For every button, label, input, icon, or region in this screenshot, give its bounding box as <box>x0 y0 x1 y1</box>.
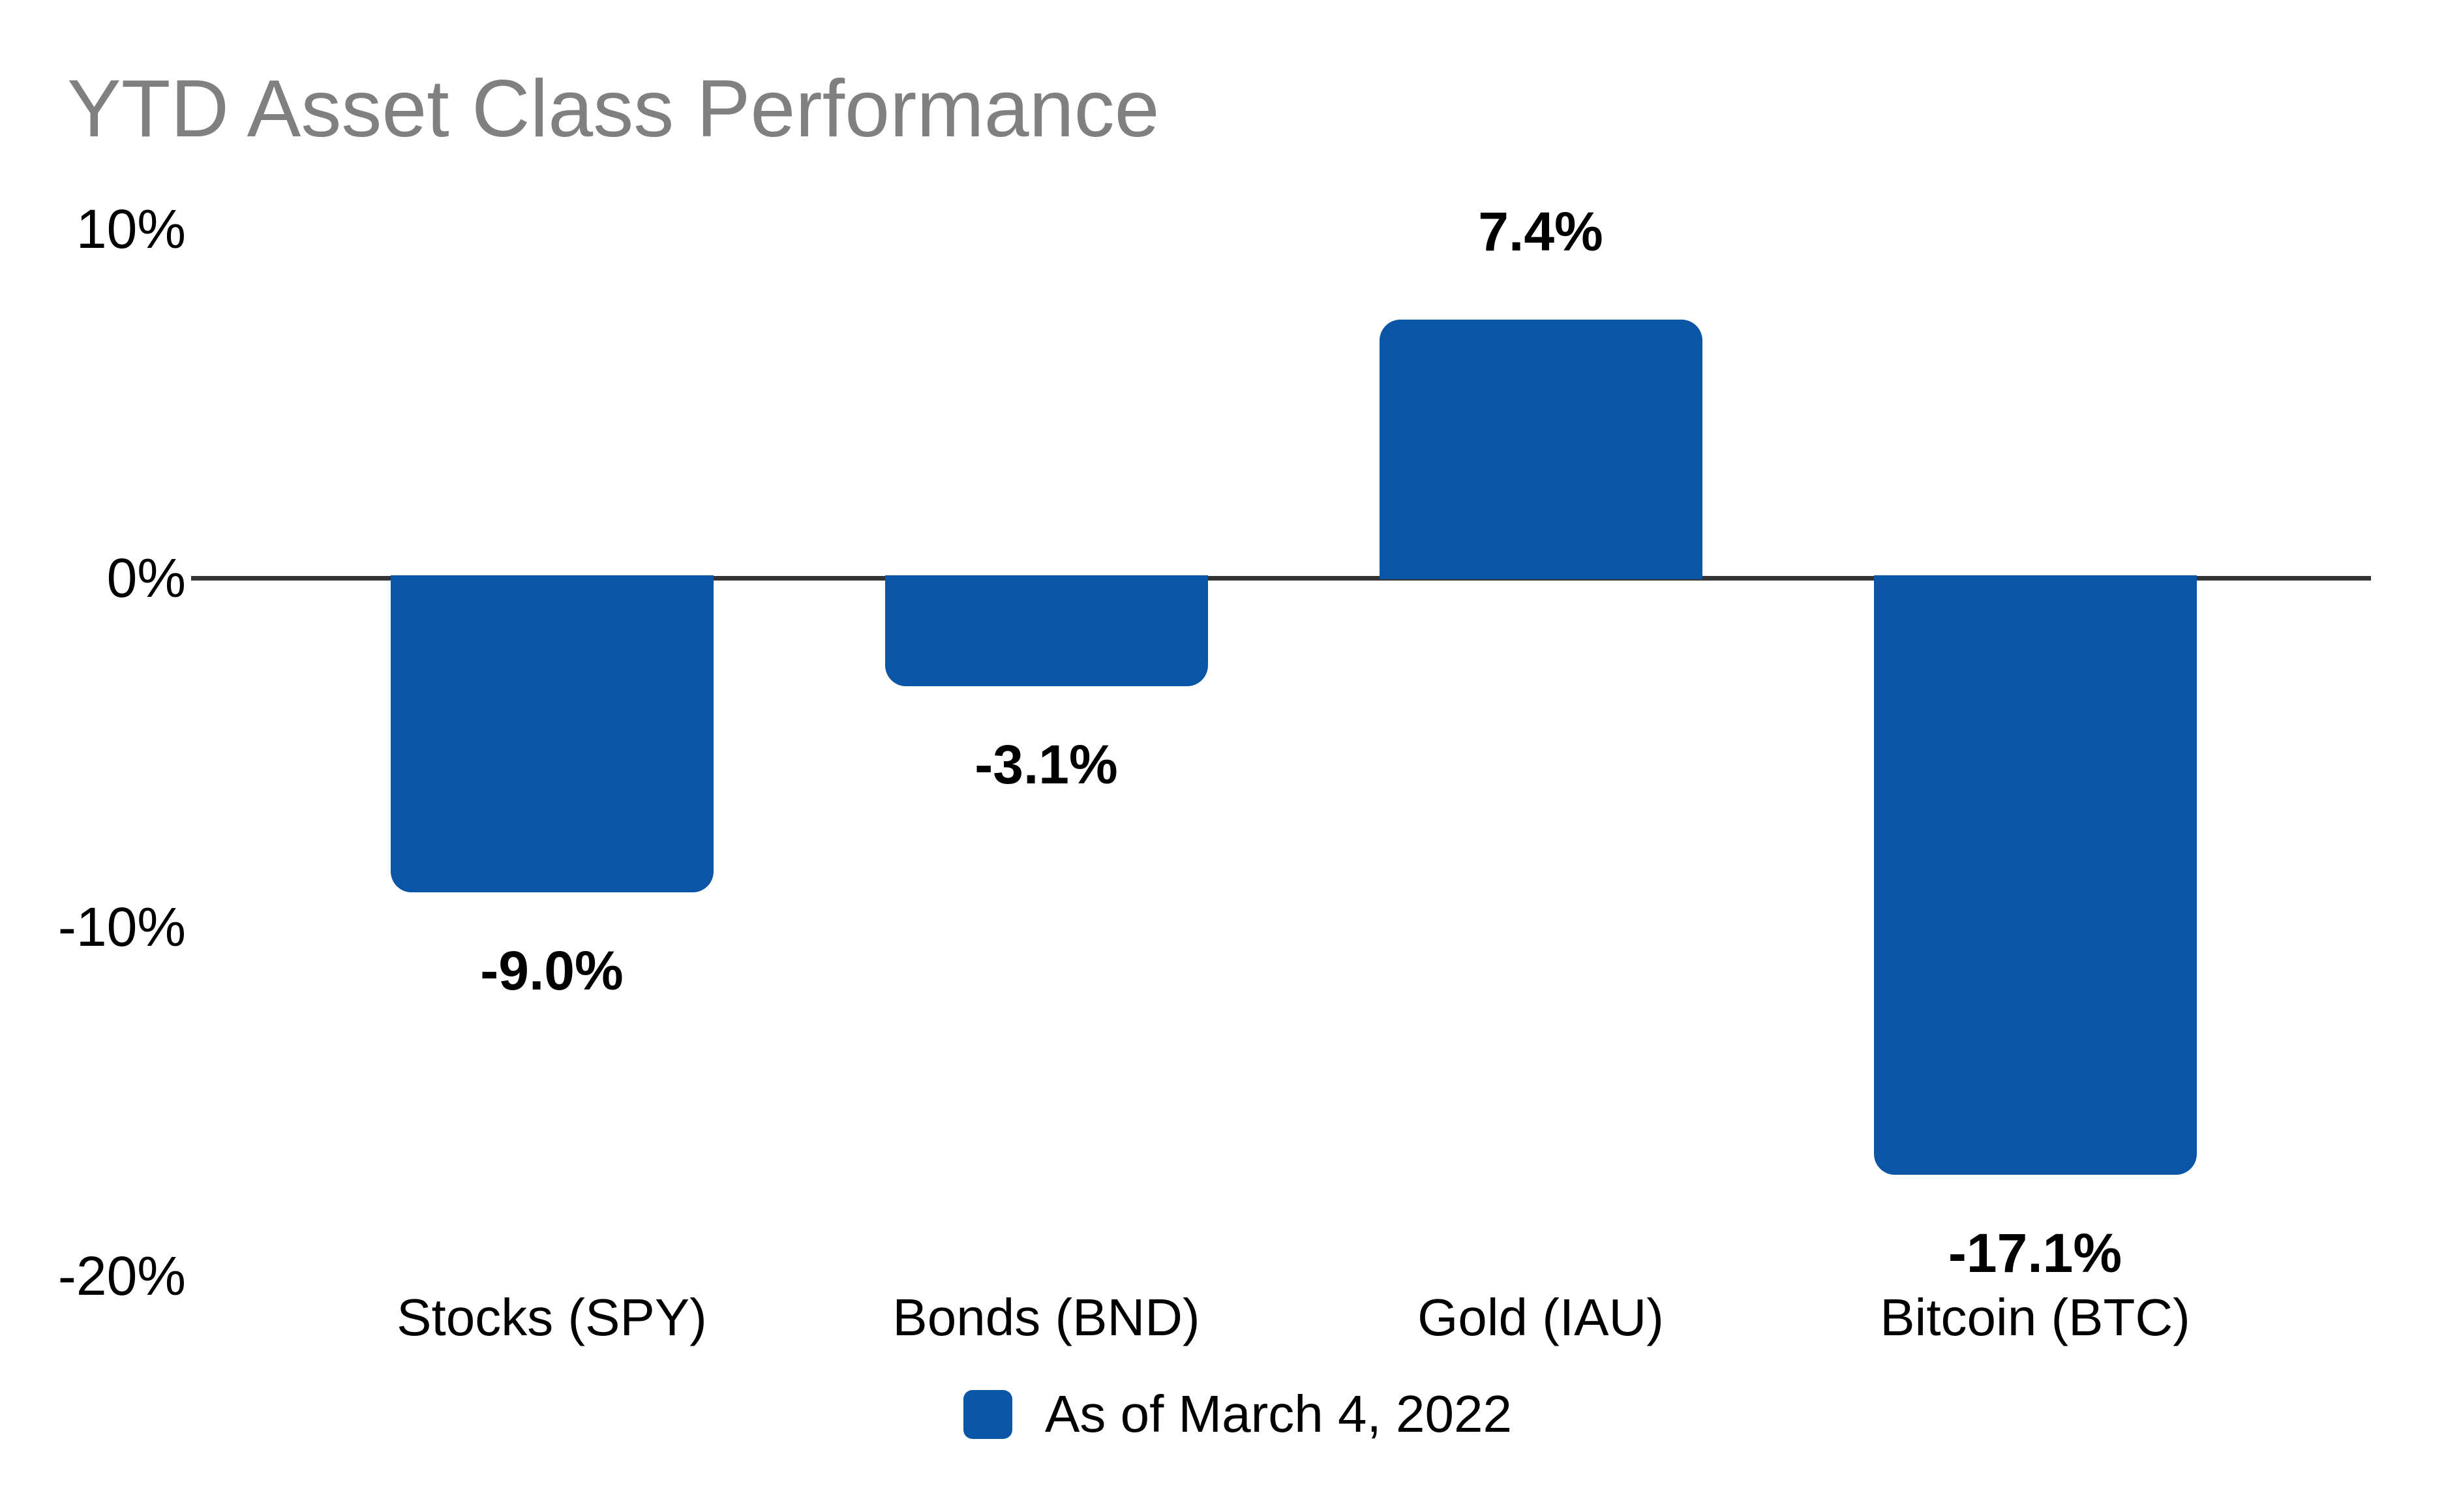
y-tick-label-0: 0% <box>106 547 186 609</box>
value-label-stocks-spy: -9.0% <box>480 939 624 1001</box>
y-tick-label-10: -10% <box>57 896 186 958</box>
bar-stocks-spy <box>390 575 714 892</box>
value-label-bitcoin-btc: -17.1% <box>1948 1222 2122 1284</box>
category-label-stocks-spy: Stocks (SPY) <box>397 1288 707 1346</box>
y-tick-label-20: -20% <box>57 1245 186 1307</box>
bar-bonds-bnd <box>884 575 1208 686</box>
value-label-bonds-bnd: -3.1% <box>974 733 1118 795</box>
category-label-bonds-bnd: Bonds (BND) <box>892 1288 1200 1346</box>
zero-axis-line <box>191 576 2371 581</box>
legend-swatch <box>963 1389 1012 1439</box>
category-label-bitcoin-btc: Bitcoin (BTC) <box>1880 1288 2190 1346</box>
value-label-gold-iau: 7.4% <box>1478 201 1603 263</box>
legend-label: As of March 4, 2022 <box>1045 1385 1512 1443</box>
legend: As of March 4, 2022 <box>963 1388 1512 1440</box>
bar-gold-iau <box>1379 320 1702 579</box>
chart-title: YTD Asset Class Performance <box>67 64 1160 154</box>
bar-bitcoin-btc <box>1873 575 2197 1175</box>
y-tick-label-10: 10% <box>76 198 186 260</box>
category-label-gold-iau: Gold (IAU) <box>1417 1288 1664 1346</box>
